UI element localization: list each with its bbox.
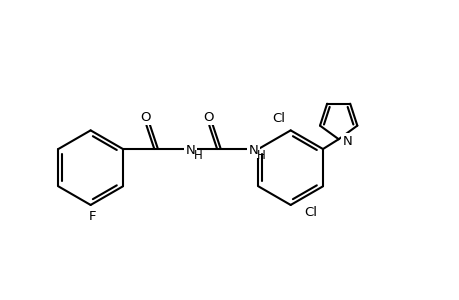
Text: F: F <box>89 210 96 223</box>
Text: H: H <box>194 149 202 162</box>
Text: H: H <box>257 149 265 162</box>
Text: N: N <box>342 135 352 148</box>
Text: O: O <box>202 111 213 124</box>
Text: Cl: Cl <box>272 112 285 125</box>
Text: Cl: Cl <box>303 206 316 219</box>
Text: N: N <box>248 143 258 157</box>
Text: N: N <box>185 143 195 157</box>
Text: O: O <box>140 111 151 124</box>
